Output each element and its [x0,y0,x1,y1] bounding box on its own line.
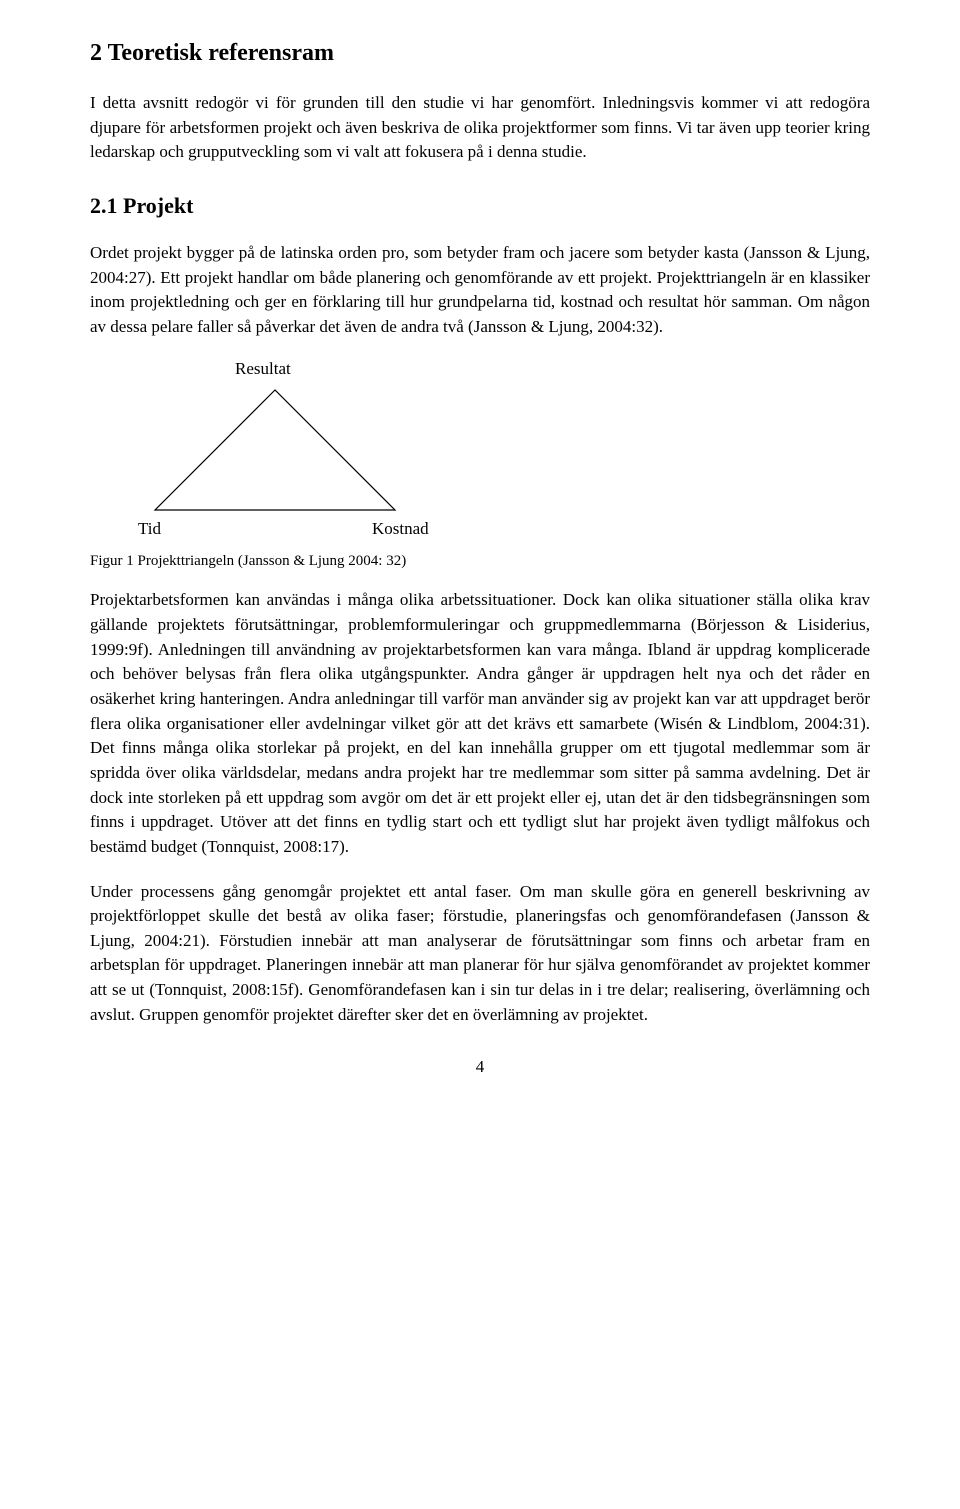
triangle-bottom-labels: Tid Kostnad [90,519,870,545]
page-container: 2 Teoretisk referensram I detta avsnitt … [0,0,960,1117]
project-triangle-figure: Resultat Tid Kostnad [90,359,870,545]
page-number: 4 [90,1057,870,1077]
triangle-top-label: Resultat [235,359,870,379]
figure-caption: Figur 1 Projekttriangeln (Jansson & Ljun… [90,553,870,570]
body-paragraph: Under processens gång genomgår projektet… [90,880,870,1028]
triangle-right-label: Kostnad [372,519,429,539]
triangle-left-label: Tid [138,519,161,539]
body-paragraph: Projektarbetsformen kan användas i många… [90,588,870,859]
triangle-icon [145,385,405,515]
heading-level-2: 2.1 Projekt [90,193,870,219]
heading-level-1: 2 Teoretisk referensram [90,40,870,67]
body-paragraph: Ordet projekt bygger på de latinska orde… [90,241,870,340]
triangle-shape [155,390,395,510]
intro-paragraph: I detta avsnitt redogör vi för grunden t… [90,91,870,165]
